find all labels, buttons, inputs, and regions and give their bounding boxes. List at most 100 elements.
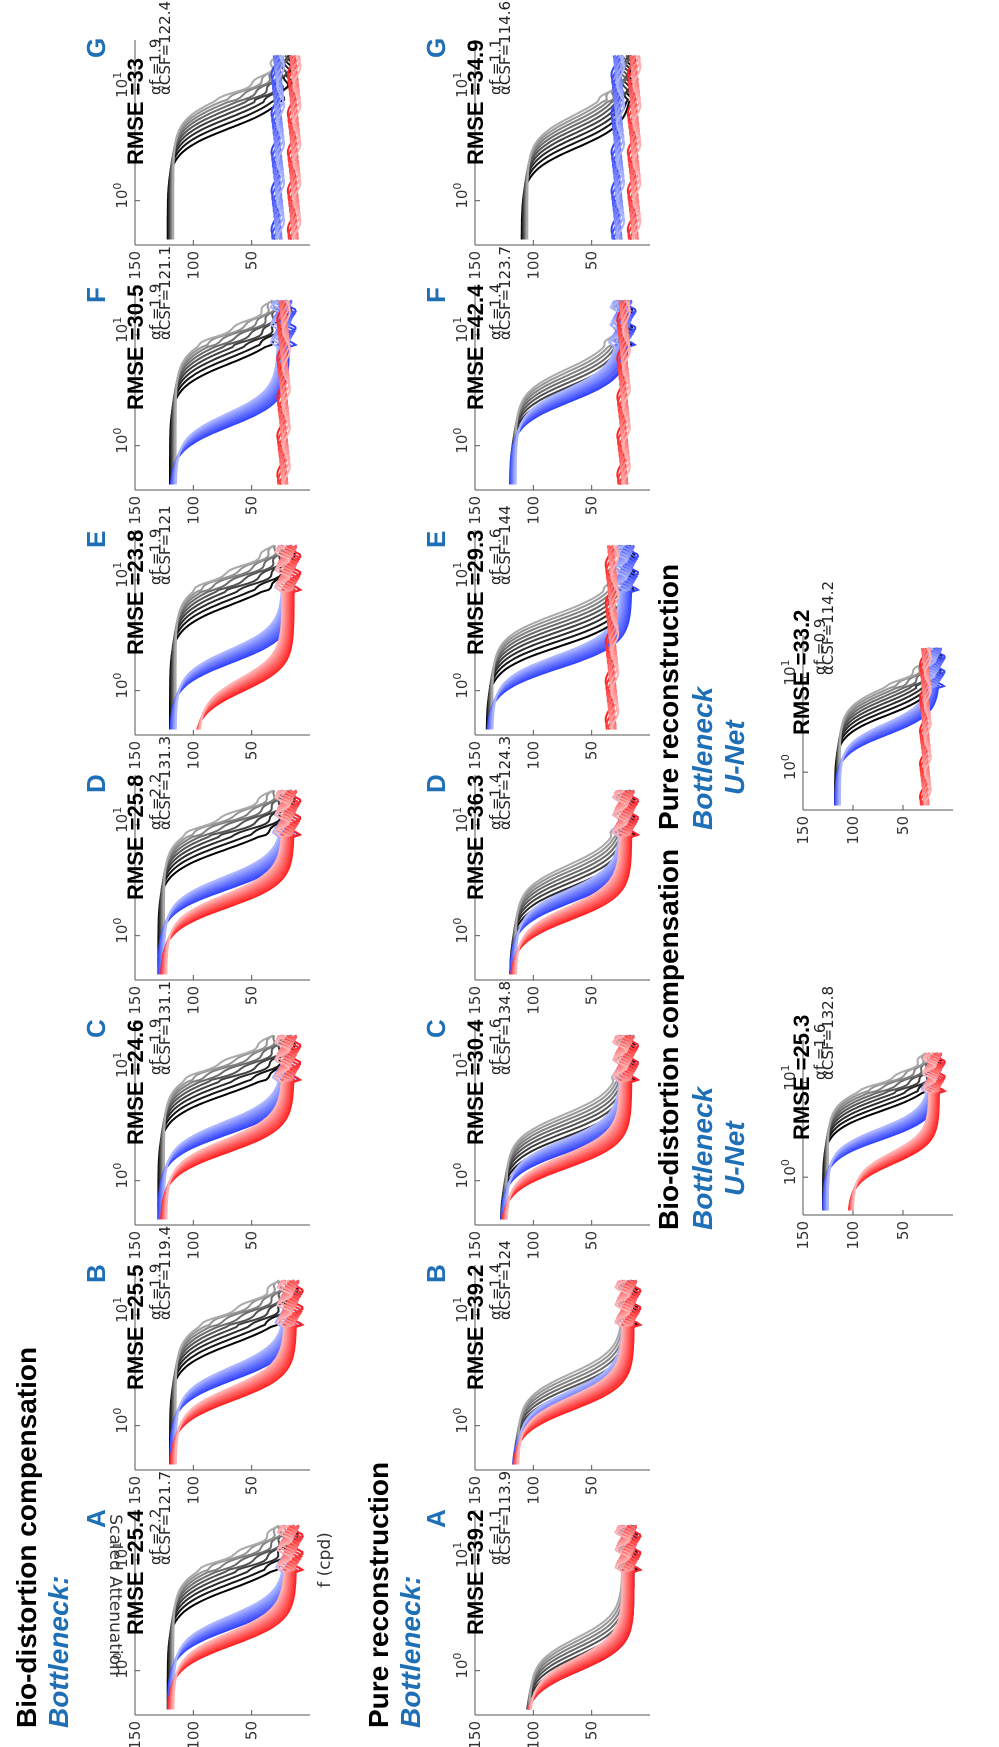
series-line — [515, 789, 629, 975]
series-line — [616, 54, 626, 240]
tick-exponent: 1 — [451, 562, 464, 569]
tick-exponent: 1 — [111, 317, 124, 324]
value-tick-label: 100 — [184, 1476, 202, 1505]
alpha-csf-label: αCSF=121 — [156, 505, 174, 585]
panel-letter: D — [81, 774, 111, 793]
alpha-csf-label: αCSF=114.2 — [819, 581, 837, 675]
series-line — [172, 54, 280, 240]
series-line — [527, 1524, 640, 1710]
value-tick-label: 100 — [184, 986, 202, 1015]
tick-exponent: 1 — [111, 1052, 124, 1059]
alpha-f-label: αf =1.9 — [147, 1019, 165, 1075]
series-line — [273, 55, 283, 240]
series-line — [491, 544, 629, 730]
value-tick-label: 100 — [844, 1221, 862, 1250]
freq-tick-label: 100 — [451, 1408, 471, 1434]
value-tick-label: 50 — [243, 251, 261, 270]
rmse-label: RMSE =25.4 — [123, 1509, 148, 1635]
series-line — [172, 1524, 293, 1710]
x-axis-label: f (cpd) — [315, 1532, 335, 1588]
tick-exponent: 1 — [451, 72, 464, 79]
freq-tick-label: 100 — [779, 754, 799, 780]
tick-exponent: 0 — [451, 1163, 464, 1170]
alpha-f-label: αf =0.9 — [811, 619, 829, 675]
rmse-label: RMSE =39.2 — [463, 1510, 488, 1635]
value-tick-label: 150 — [466, 741, 484, 770]
value-tick-label: 150 — [794, 1221, 812, 1250]
value-tick-label: 150 — [126, 251, 144, 280]
alpha-csf-label: αCSF=144 — [496, 505, 514, 585]
freq-tick-label: 100 — [111, 1408, 131, 1434]
alpha-csf-label: αCSF=124 — [496, 1240, 514, 1320]
value-tick-label: 50 — [243, 496, 261, 515]
value-tick-label: 150 — [466, 1721, 484, 1747]
alpha-csf-label: αCSF=131.1 — [156, 981, 174, 1075]
tick-exponent: 0 — [111, 183, 124, 190]
series-line — [281, 300, 291, 485]
tick-exponent: 0 — [451, 428, 464, 435]
value-tick-label: 150 — [126, 1231, 144, 1260]
panel-letter: A — [81, 1509, 111, 1528]
rmse-label: RMSE =25.3 — [789, 1015, 814, 1140]
tick-exponent: 0 — [111, 918, 124, 925]
series-line — [291, 55, 301, 240]
alpha-csf-label: αCSF=119.4 — [156, 1226, 174, 1320]
panel-letter: G — [421, 38, 451, 58]
value-tick-label: 150 — [126, 1721, 144, 1747]
tick-exponent: 0 — [451, 1653, 464, 1660]
alpha-csf-label: αCSF=121.7 — [156, 1471, 174, 1565]
series-line — [613, 55, 623, 240]
value-tick-label: 50 — [583, 1721, 601, 1740]
value-tick-label: 100 — [844, 816, 862, 845]
alpha-f-label: αf =1.9 — [147, 529, 165, 585]
series-line — [279, 300, 289, 485]
series-line — [923, 647, 932, 806]
header-bio-distortion: Bio-distortion compensation — [11, 1347, 42, 1728]
tick-exponent: 1 — [111, 562, 124, 569]
series-line — [501, 1034, 639, 1220]
freq-tick-label: 100 — [451, 1163, 471, 1189]
series-line — [276, 54, 286, 240]
panel-letter: A — [421, 1509, 451, 1528]
value-tick-label: 100 — [524, 251, 542, 280]
header-unet-bio-bottleneck: Bottleneck — [687, 1085, 718, 1230]
series-line — [505, 1034, 629, 1220]
tick-exponent: 1 — [111, 72, 124, 79]
series-line — [632, 55, 642, 240]
series-line — [491, 544, 624, 730]
freq-tick-label: 100 — [111, 1163, 131, 1189]
value-tick-label: 100 — [184, 496, 202, 525]
y-axis-label: Scaled Attenuation — [105, 1514, 125, 1676]
rmse-label: RMSE =36.3 — [463, 775, 488, 900]
alpha-f-label: αf =1.4 — [487, 284, 505, 340]
alpha-csf-label: αCSF=114.6 — [496, 1, 514, 95]
series-line — [629, 55, 639, 240]
alpha-csf-label: αCSF=132.8 — [819, 986, 837, 1080]
value-tick-label: 50 — [243, 741, 261, 760]
panel-letter: G — [81, 38, 111, 58]
rmse-label: RMSE =39.2 — [463, 1265, 488, 1390]
alpha-csf-label: αCSF=122.4 — [156, 1, 174, 95]
panel-letter: B — [421, 1264, 451, 1283]
rmse-label: RMSE =33.2 — [789, 610, 814, 735]
alpha-f-label: αf =1.9 — [147, 284, 165, 340]
header-unet-pure-unet: U-Net — [719, 719, 750, 795]
alpha-csf-label: αCSF=134.8 — [496, 981, 514, 1075]
tick-exponent: 1 — [451, 1297, 464, 1304]
panel-letter: F — [81, 287, 111, 303]
header-unet-pure: Pure reconstruction — [653, 564, 684, 830]
value-tick-label: 150 — [126, 986, 144, 1015]
value-tick-label: 100 — [524, 986, 542, 1015]
series-line — [852, 1052, 937, 1211]
series-line — [196, 544, 300, 730]
value-tick-label: 50 — [583, 986, 601, 1005]
tick-exponent: 0 — [111, 1653, 124, 1660]
